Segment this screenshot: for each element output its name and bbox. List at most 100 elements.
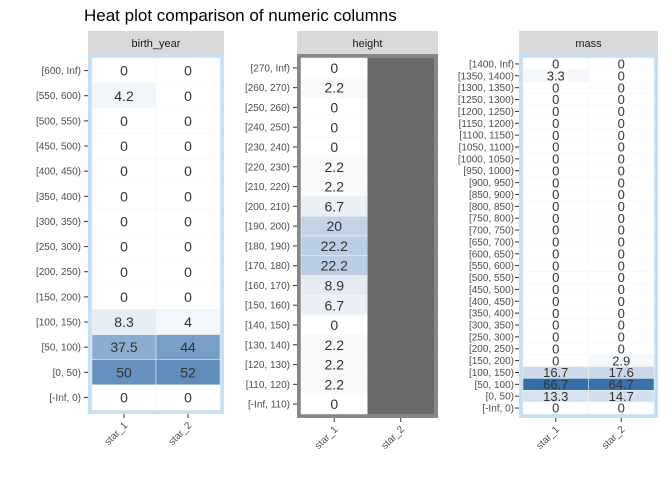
y-tick-label: [230, 240) (245, 143, 290, 154)
cell-value: 0 (552, 152, 559, 167)
heat-cell (155, 82, 221, 109)
cell-value: 44 (180, 339, 196, 355)
cell-value: 0 (618, 258, 625, 273)
y-tick-label: [200, 250) (36, 267, 81, 278)
cell-value: 0 (184, 239, 192, 255)
y-tick-label: [150, 200) (469, 356, 514, 367)
cell-value: 2.2 (325, 337, 345, 353)
cell-value: 0 (184, 63, 192, 79)
cell-value: 0 (618, 306, 625, 321)
y-tick-label: [110, 120) (246, 380, 290, 391)
x-tick-label: star_2 (379, 424, 407, 452)
heat-cell (91, 359, 157, 386)
cell-value: 4 (184, 314, 192, 330)
heat-cell (91, 309, 157, 335)
cell-value: 0 (184, 213, 192, 229)
cell-value: 0 (552, 140, 559, 155)
cell-value: 2.9 (612, 353, 630, 368)
y-tick-label: [0, 50) (53, 368, 81, 379)
cell-value: 0 (618, 163, 625, 178)
cell-value: 0 (330, 139, 338, 155)
strip-label: mass (575, 38, 602, 50)
cell-value: 0 (184, 163, 192, 179)
cell-value: 0 (618, 140, 625, 155)
cell-value: 0 (618, 68, 625, 83)
cell-value: 0 (552, 187, 559, 202)
heat-cell (155, 359, 221, 386)
strip-height (297, 31, 438, 54)
y-tick-label: [700, 750) (469, 226, 514, 237)
cell-value: 22.2 (321, 258, 348, 274)
cell-value: 0 (552, 116, 559, 131)
y-tick-label: [270, Inf) (251, 63, 290, 74)
y-tick-label: [800, 850) (469, 202, 514, 213)
cell-value: 8.3 (114, 314, 134, 330)
y-tick-label: [250, 300) (36, 242, 81, 253)
strip-label: birth_year (132, 38, 181, 50)
y-tick-label: [-Inf, 0) (482, 404, 514, 415)
heat-cell (91, 108, 157, 134)
heat-cell-missing (367, 334, 434, 355)
x-tick-label: star_2 (600, 424, 628, 452)
cell-value: 0 (618, 294, 625, 309)
cell-value: 0 (552, 128, 559, 143)
cell-value: 0 (618, 57, 625, 72)
y-tick-label: [550, 600) (36, 91, 81, 102)
heat-cell-missing (367, 77, 434, 98)
heat-cell (91, 284, 157, 310)
heat-cell-missing (367, 236, 434, 256)
cell-value: 2.2 (325, 357, 345, 373)
cell-value: 2.2 (325, 179, 345, 195)
heat-cell (155, 233, 221, 260)
y-tick-label: [750, 800) (469, 214, 514, 225)
y-tick-label: [1300, 1350) (458, 83, 514, 94)
cell-value: 0 (330, 317, 338, 333)
cell-value: 0 (552, 211, 559, 226)
cell-value: 14.7 (609, 389, 634, 404)
heat-cell-missing (367, 275, 434, 296)
heat-cell (155, 384, 221, 411)
x-tick-label: star_1 (534, 424, 562, 452)
cell-value: 0 (330, 396, 338, 412)
cell-value: 0 (618, 104, 625, 119)
cell-value: 20 (326, 218, 342, 234)
cell-value: 0 (552, 199, 559, 214)
cell-value: 0 (618, 116, 625, 131)
cell-value: 0 (552, 330, 559, 345)
heat-cell (155, 133, 221, 159)
cell-value: 0 (618, 199, 625, 214)
cell-value: 0 (618, 270, 625, 285)
cell-value: 0 (618, 187, 625, 202)
cell-value: 0 (618, 92, 625, 107)
cell-value: 3.3 (547, 68, 565, 83)
cell-value: 0 (552, 223, 559, 238)
y-tick-label: [1250, 1300) (458, 95, 514, 106)
cell-value: 6.7 (325, 297, 345, 313)
y-tick-label: [200, 210) (245, 202, 290, 213)
y-tick-label: [260, 270) (245, 83, 290, 94)
cell-value: 8.9 (325, 277, 345, 293)
y-tick-label: [100, 150) (36, 318, 81, 329)
y-tick-label: [400, 450) (36, 167, 81, 178)
cell-value: 0 (618, 401, 625, 416)
y-tick-label: [600, 650) (469, 249, 514, 260)
y-tick-label: [210, 220) (245, 182, 290, 193)
y-tick-label: [400, 450) (469, 297, 514, 308)
cell-value: 0 (618, 80, 625, 95)
y-tick-label: [120, 130) (245, 360, 290, 371)
y-tick-label: [950, 1000) (463, 166, 514, 177)
cell-value: 0 (552, 318, 559, 333)
y-tick-label: [600, Inf) (42, 66, 81, 77)
heat-cell (91, 82, 157, 109)
y-tick-label: [-Inf, 0) (49, 393, 81, 404)
x-tick-label: star_2 (167, 420, 195, 448)
heat-cell-missing (367, 315, 434, 335)
cell-value: 0 (120, 138, 128, 154)
cell-value: 0 (552, 306, 559, 321)
y-tick-label: [140, 150) (245, 321, 290, 332)
cell-value: 0 (552, 163, 559, 178)
cell-value: 0 (120, 63, 128, 79)
heat-cell (155, 309, 221, 335)
cell-value: 0 (552, 235, 559, 250)
heat-cell (155, 183, 221, 210)
